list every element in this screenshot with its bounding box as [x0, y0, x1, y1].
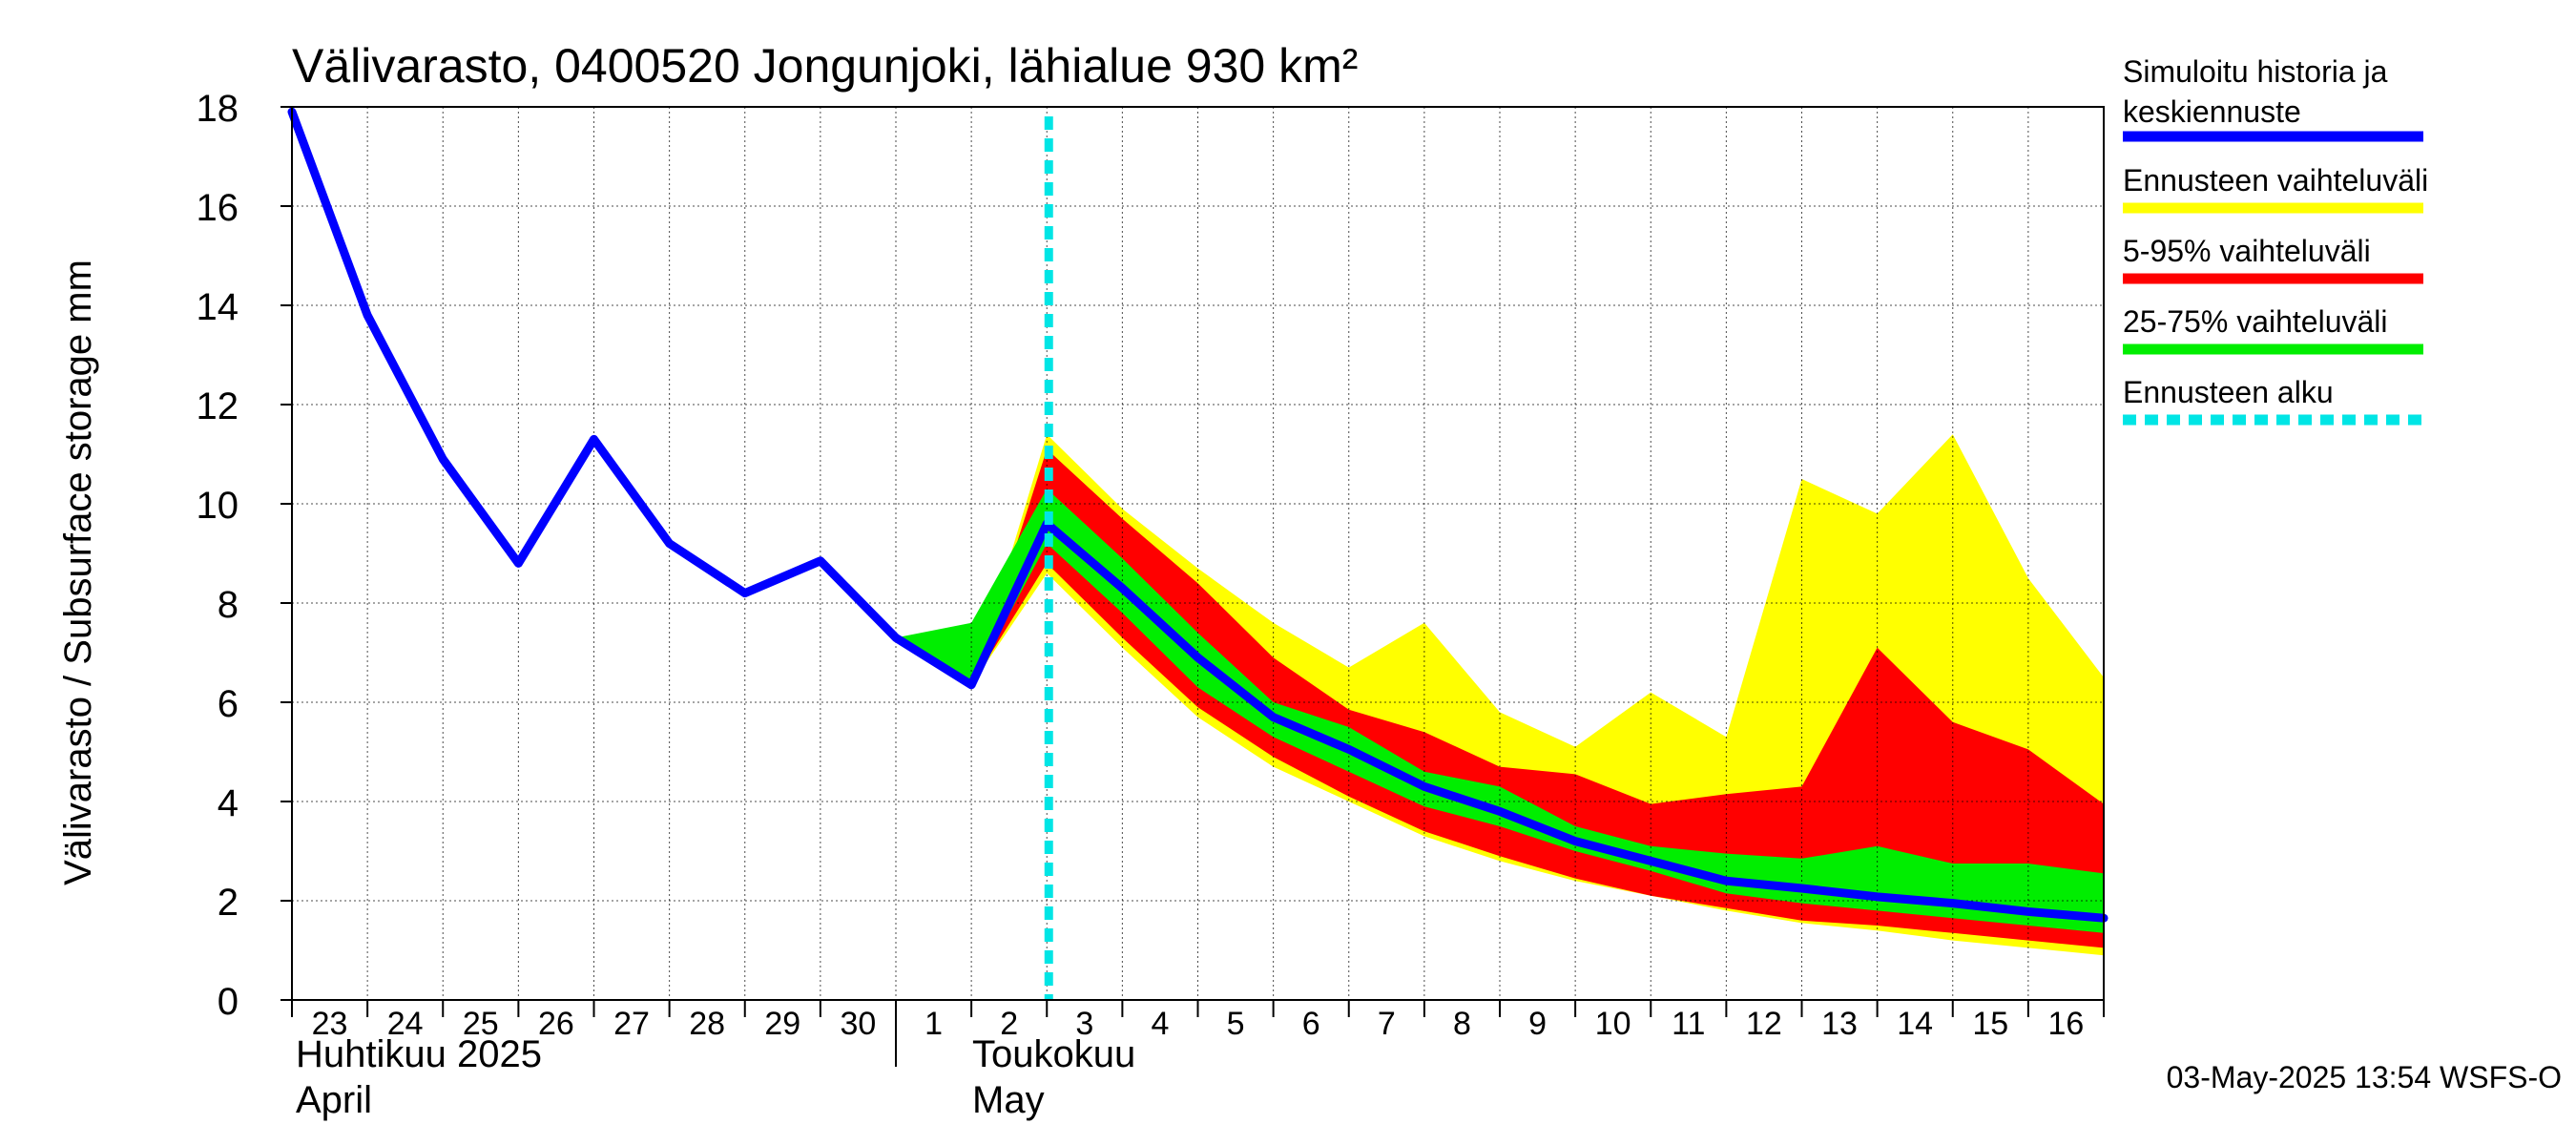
x-tick-label: 7 [1378, 1006, 1396, 1042]
legend-label: Ennusteen alku [2123, 375, 2334, 409]
x-tick-label: 3 [1075, 1006, 1093, 1042]
x-tick-label: 29 [764, 1006, 800, 1042]
x-tick-label: 13 [1821, 1006, 1858, 1042]
legend-label: 5-95% vaihteluväli [2123, 234, 2371, 268]
x-tick-label: 28 [689, 1006, 725, 1042]
x-tick-label: 24 [387, 1006, 424, 1042]
x-tick-label: 15 [1972, 1006, 2008, 1042]
y-axis-label: Välivarasto / Subsurface storage mm [57, 260, 99, 885]
legend-label-line: keskiennuste [2123, 94, 2301, 129]
x-tick-label: 16 [2048, 1006, 2085, 1042]
band-3 [896, 489, 2104, 933]
x-tick-label: 27 [613, 1006, 650, 1042]
x-tick-label: 14 [1897, 1006, 1933, 1042]
series-lines [287, 107, 2109, 1000]
axes [280, 106, 2105, 1067]
month-label: Huhtikuu 2025 [296, 1033, 542, 1075]
x-tick-label: 8 [1453, 1006, 1471, 1042]
x-tick-label: 11 [1672, 1006, 1705, 1042]
month-label: Toukokuu [972, 1033, 1135, 1075]
x-tick-label: 10 [1595, 1006, 1631, 1042]
x-tick-label: 12 [1746, 1006, 1782, 1042]
y-tick-label: 8 [218, 584, 239, 626]
x-tick-label: 5 [1227, 1006, 1245, 1042]
x-tick-label: 4 [1151, 1006, 1169, 1042]
timestamp: 03-May-2025 13:54 WSFS-O [2167, 1060, 2562, 1094]
x-tick-label: 25 [463, 1006, 499, 1042]
y-tick-label: 6 [218, 683, 239, 725]
grid [292, 106, 2104, 1000]
x-tick-label: 2 [1000, 1006, 1018, 1042]
y-tick-label: 18 [197, 88, 239, 130]
x-tick-label: 30 [841, 1006, 877, 1042]
y-tick-label: 0 [218, 981, 239, 1023]
legend-label: Simuloitu historia ja keskiennuste [2123, 54, 2388, 129]
x-tick-label: 26 [538, 1006, 574, 1042]
x-tick-label: 9 [1528, 1006, 1547, 1042]
legend-label: 25-75% vaihteluväli [2123, 304, 2388, 339]
x-tick-label: 23 [312, 1006, 348, 1042]
legend-label-line: Simuloitu historia ja [2123, 54, 2388, 89]
y-tick-label: 14 [197, 286, 239, 328]
legend: Simuloitu historia ja keskiennuste Ennuste… [2123, 54, 2428, 426]
month-label-en: April [296, 1079, 372, 1121]
chart-title: Välivarasto, 0400520 Jongunjoki, lähialu… [292, 39, 1358, 93]
x-tick-label: 6 [1302, 1006, 1320, 1042]
x-tick-label: 1 [924, 1006, 943, 1042]
y-tick-label: 4 [218, 782, 239, 824]
y-tick-label: 12 [197, 385, 239, 427]
y-tick-label: 10 [197, 485, 239, 527]
y-tick-label: 2 [218, 882, 239, 924]
mean-line [287, 107, 2109, 923]
y-tick-label: 16 [197, 187, 239, 229]
month-label-en: May [972, 1079, 1045, 1121]
legend-label: Ennusteen vaihteluväli [2123, 163, 2428, 198]
